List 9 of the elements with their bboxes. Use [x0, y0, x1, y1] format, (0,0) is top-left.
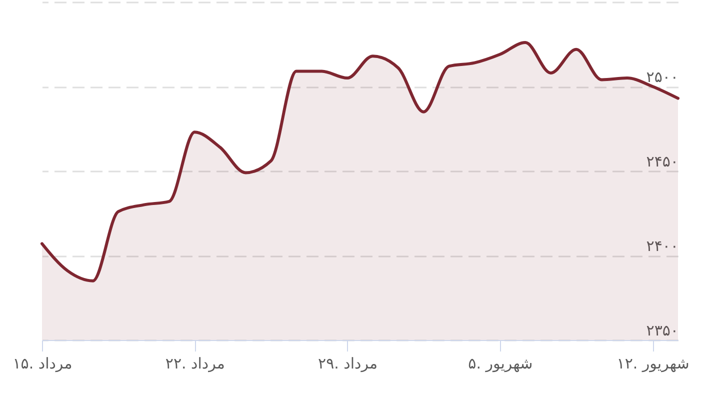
y-tick-label: ۲۴۰۰ — [646, 237, 678, 255]
x-tick-label: ۱۵. مرداد — [12, 354, 72, 372]
y-tick-label: ۲۵۰۰ — [646, 68, 678, 86]
x-tick-label: ۵. شهریور — [468, 354, 533, 372]
y-tick-label: ۲۴۵۰ — [646, 152, 678, 170]
x-tick-label: ۲۹. مرداد — [318, 354, 378, 372]
x-tick-label: ۲۲. مرداد — [165, 354, 225, 372]
y-tick-label: ۲۳۵۰ — [646, 322, 678, 340]
x-tick-label: ۱۲. شهریور — [616, 354, 690, 372]
